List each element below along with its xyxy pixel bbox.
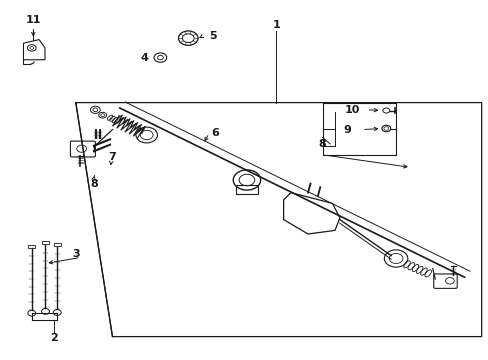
Text: 1: 1	[272, 20, 280, 30]
Text: 11: 11	[25, 15, 41, 25]
Text: 9: 9	[343, 125, 350, 135]
Text: 2: 2	[50, 333, 58, 343]
Text: 8: 8	[90, 179, 98, 189]
Bar	[236, 185, 257, 194]
Text: 10: 10	[344, 105, 359, 115]
Polygon shape	[54, 243, 61, 246]
Polygon shape	[28, 245, 35, 248]
Text: 8: 8	[318, 139, 326, 149]
Text: 4: 4	[140, 53, 148, 63]
Text: 7: 7	[108, 152, 116, 162]
Polygon shape	[42, 241, 49, 244]
Text: 6: 6	[211, 128, 219, 138]
Text: 5: 5	[208, 31, 216, 41]
Text: 3: 3	[72, 249, 80, 259]
